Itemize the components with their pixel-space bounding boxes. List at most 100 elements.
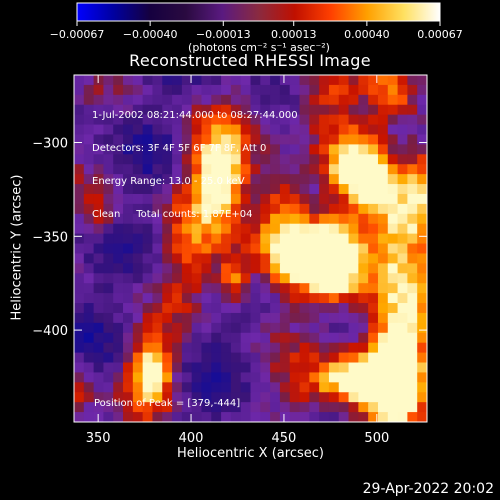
heatmap-cell: [319, 134, 330, 145]
heatmap-cell: [162, 243, 173, 255]
heatmap-cell: [260, 203, 271, 215]
heatmap-cell: [162, 332, 173, 344]
heatmap-cell: [93, 263, 105, 274]
heatmap-cell: [368, 164, 379, 175]
heatmap-cell: [132, 134, 144, 145]
heatmap-cell: [387, 174, 399, 185]
heatmap-cell: [132, 223, 144, 235]
heatmap-cell: [93, 283, 105, 294]
heatmap-cell: [309, 303, 320, 314]
heatmap-cell: [358, 372, 369, 383]
heatmap-cell: [83, 184, 95, 195]
heatmap-cell: [221, 382, 232, 393]
heatmap-cell: [113, 124, 124, 136]
heatmap-cell: [240, 184, 252, 195]
heatmap-cell: [211, 253, 222, 264]
heatmap-cell: [407, 273, 418, 284]
heatmap-cell: [152, 243, 163, 255]
heatmap-cell: [103, 412, 114, 422]
heatmap-cell: [201, 362, 212, 374]
heatmap-cell: [103, 94, 114, 106]
heatmap-cell: [397, 402, 408, 413]
heatmap-cell: [270, 114, 281, 126]
heatmap-cell: [250, 283, 261, 294]
heatmap-cell: [113, 243, 124, 255]
heatmap-cell: [142, 402, 154, 413]
heatmap-cell: [319, 243, 330, 255]
heatmap-cell: [162, 352, 173, 364]
annotation-energy-range: Energy Range: 13.0 - 25.0 keV: [92, 176, 245, 187]
heatmap-cell: [74, 382, 85, 393]
heatmap-cell: [162, 303, 173, 314]
y-tick-label: −350: [32, 230, 68, 245]
heatmap-cell: [162, 362, 173, 374]
heatmap-cell: [377, 203, 389, 215]
heatmap-cell: [93, 203, 105, 215]
heatmap-cell: [260, 174, 271, 185]
heatmap-cell: [113, 382, 124, 393]
heatmap-cell: [142, 322, 154, 334]
heatmap-cell: [319, 114, 330, 126]
heatmap-cell: [123, 154, 134, 165]
heatmap-cell: [368, 184, 379, 195]
heatmap-cell: [132, 193, 144, 205]
heatmap-cell: [240, 124, 252, 136]
heatmap-cell: [230, 273, 242, 284]
heatmap-cell: [279, 134, 291, 145]
heatmap-cell: [142, 213, 154, 225]
heatmap-cell: [368, 362, 379, 374]
heatmap-cell: [250, 144, 261, 155]
footer-date: 29-Apr-2022 20:02: [362, 481, 494, 497]
heatmap-cell: [289, 342, 301, 354]
heatmap-cell: [377, 352, 389, 364]
heatmap-cell: [397, 412, 408, 422]
heatmap-cell: [260, 412, 271, 422]
heatmap-cell: [348, 84, 359, 96]
heatmap-cell: [172, 332, 183, 344]
heatmap-cell: [260, 184, 271, 195]
heatmap-cell: [407, 293, 418, 304]
heatmap-cell: [387, 124, 399, 136]
heatmap-cell: [348, 124, 359, 136]
heatmap-cell: [74, 303, 85, 314]
heatmap-cell: [270, 134, 281, 145]
heatmap-cell: [83, 164, 95, 175]
heatmap-cell: [132, 75, 144, 86]
heatmap-cell: [417, 402, 427, 413]
heatmap-cell: [201, 164, 212, 175]
heatmap-cell: [162, 104, 173, 116]
heatmap-cell: [299, 243, 310, 255]
heatmap-cell: [240, 94, 252, 106]
heatmap-cell: [181, 382, 193, 393]
heatmap-cell: [397, 342, 408, 354]
heatmap-cell: [211, 213, 222, 225]
heatmap-cell: [123, 104, 134, 116]
heatmap-cell: [240, 322, 252, 334]
heatmap-cell: [103, 213, 114, 225]
heatmap-cell: [368, 273, 379, 284]
heatmap-cell: [123, 164, 134, 175]
heatmap-cell: [113, 184, 124, 195]
heatmap-cell: [299, 303, 310, 314]
heatmap-cell: [83, 114, 95, 126]
heatmap-cell: [368, 382, 379, 393]
heatmap-cell: [152, 223, 163, 235]
heatmap-cell: [260, 402, 271, 413]
heatmap-cell: [377, 263, 389, 274]
heatmap-cell: [230, 134, 242, 145]
heatmap-cell: [172, 283, 183, 294]
heatmap-cell: [407, 412, 418, 422]
heatmap-cell: [319, 312, 330, 324]
heatmap-cell: [319, 372, 330, 383]
heatmap-cell: [74, 144, 85, 155]
heatmap-cell: [260, 124, 271, 136]
heatmap-cell: [387, 233, 399, 245]
heatmap-cell: [132, 114, 144, 126]
heatmap-cell: [113, 342, 124, 354]
heatmap-cell: [113, 164, 124, 175]
heatmap-cell: [191, 362, 203, 374]
heatmap-cell: [397, 303, 408, 314]
heatmap-cell: [132, 412, 144, 422]
heatmap-cell: [289, 293, 301, 304]
heatmap-cell: [230, 312, 242, 324]
